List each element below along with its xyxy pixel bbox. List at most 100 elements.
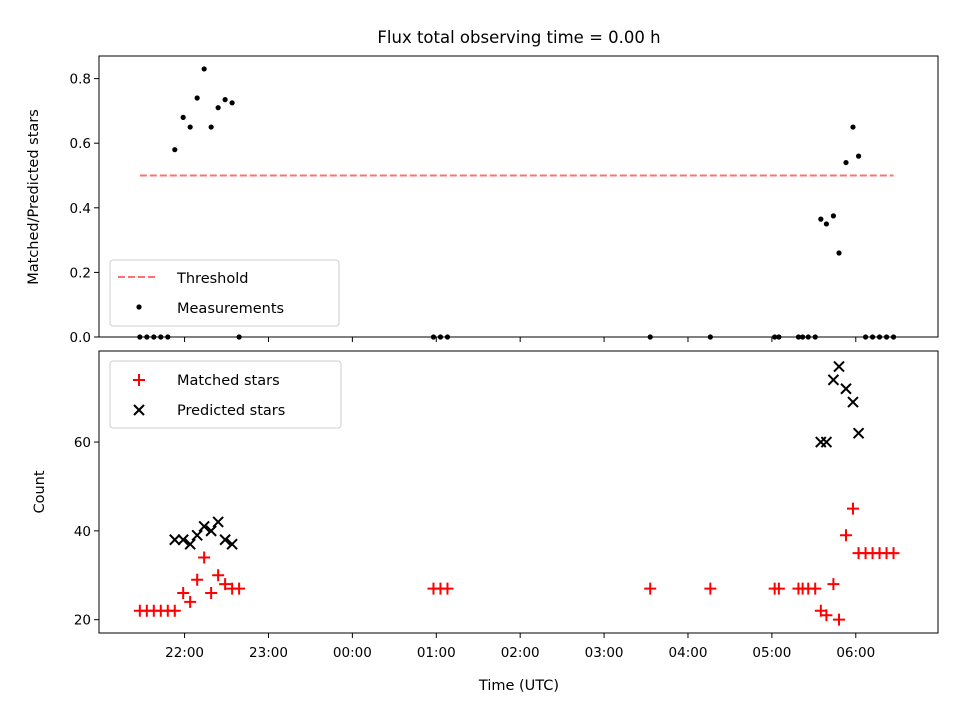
- data-point: [233, 582, 246, 595]
- data-point: [229, 100, 235, 106]
- data-point: [184, 538, 196, 550]
- y-tick-label: 0.4: [70, 201, 91, 217]
- top-y-axis-label: Matched/Predicted stars: [26, 109, 42, 285]
- data-point: [191, 529, 203, 542]
- data-point: [818, 216, 824, 222]
- data-point: [644, 582, 657, 595]
- data-point: [833, 360, 845, 373]
- top-legend: Threshold Measurements: [109, 259, 340, 327]
- data-point: [444, 334, 451, 340]
- data-point: [776, 334, 782, 340]
- data-point: [846, 502, 859, 515]
- data-point: [215, 105, 221, 111]
- data-point: [137, 334, 143, 340]
- bottom-panel: 20 40 60 22:00 23:00 00:00 01:00 02:00 03:00 04:0…: [74, 350, 939, 661]
- data-point: [827, 578, 840, 591]
- y-tick-label: 0.8: [70, 72, 91, 88]
- data-point: [208, 124, 214, 130]
- data-point: [172, 147, 178, 153]
- bottom-legend-box: [109, 360, 342, 429]
- data-point: [883, 334, 890, 340]
- data-point: [198, 520, 210, 533]
- x-tick-label: 06:00: [836, 645, 875, 661]
- data-point: [832, 613, 845, 626]
- data-point: [430, 334, 437, 340]
- data-point: [212, 516, 224, 528]
- data-point: [168, 604, 181, 617]
- data-point: [852, 427, 865, 439]
- top-panel: 0.0 0.2 0.4 0.6 0.8: [70, 55, 939, 346]
- data-point: [704, 582, 717, 595]
- data-point: [191, 573, 204, 586]
- data-point: [205, 525, 217, 537]
- x-tick-label: 04:00: [669, 645, 708, 661]
- x-tick-label: 02:00: [501, 645, 540, 661]
- data-point: [890, 334, 897, 340]
- data-point: [839, 529, 852, 542]
- legend-matched-swatch: [133, 374, 145, 386]
- data-point: [144, 334, 150, 340]
- data-point: [820, 609, 833, 622]
- legend-predicted-swatch: [133, 404, 145, 416]
- series-predicted-stars: [169, 360, 865, 550]
- x-tick-label: 05:00: [752, 645, 791, 661]
- x-tick-label: 01:00: [417, 645, 456, 661]
- data-point: [226, 538, 238, 550]
- plot-frame: [98, 350, 939, 634]
- data-point: [180, 114, 186, 120]
- legend-measurements-swatch: [136, 304, 142, 310]
- data-point: [820, 436, 833, 448]
- chart-title: Flux total observing time = 0.00 h: [377, 28, 660, 47]
- data-point: [177, 534, 189, 546]
- data-point: [219, 578, 232, 591]
- data-point: [843, 159, 849, 166]
- data-point: [647, 334, 653, 340]
- data-point: [850, 124, 856, 130]
- data-point: [158, 334, 164, 340]
- data-point: [177, 587, 190, 600]
- y-tick-label: 0.2: [70, 265, 91, 281]
- data-point: [823, 221, 830, 227]
- data-point: [205, 587, 218, 600]
- data-point: [800, 334, 806, 340]
- bottom-legend: Matched stars Predicted stars: [109, 360, 342, 429]
- data-point: [169, 534, 181, 546]
- series-measurements: [137, 66, 897, 340]
- x-tick-label: 23:00: [249, 645, 288, 661]
- bottom-y-axis-label: Count: [32, 470, 48, 513]
- data-point: [862, 334, 869, 340]
- data-point: [184, 595, 197, 608]
- plot-frame: [98, 55, 939, 338]
- data-point: [219, 534, 231, 546]
- data-point: [198, 551, 211, 564]
- y-tick-label: 0.6: [70, 136, 91, 152]
- data-point: [437, 334, 444, 340]
- data-point: [772, 582, 785, 595]
- y-tick-label: 60: [74, 435, 91, 451]
- data-point: [165, 334, 171, 340]
- data-point: [830, 213, 837, 219]
- data-point: [812, 334, 818, 340]
- data-point: [887, 547, 900, 560]
- data-point: [212, 569, 225, 582]
- data-point: [840, 383, 852, 395]
- data-point: [795, 334, 802, 340]
- data-point: [222, 97, 228, 103]
- data-point: [772, 334, 778, 340]
- data-point: [855, 153, 862, 159]
- top-legend-box: [109, 259, 340, 327]
- series-matched-stars: [133, 502, 900, 626]
- data-point: [201, 66, 207, 72]
- legend-measurements-label: Measurements: [177, 301, 284, 317]
- legend-matched-label: Matched stars: [177, 373, 280, 389]
- data-point: [151, 334, 157, 340]
- x-tick-label: 00:00: [333, 645, 372, 661]
- x-tick-label: 03:00: [585, 645, 624, 661]
- y-tick-label: 20: [74, 613, 91, 629]
- data-point: [236, 334, 242, 340]
- legend-threshold-label: Threshold: [176, 271, 248, 287]
- data-point: [805, 334, 811, 340]
- data-point: [187, 124, 193, 130]
